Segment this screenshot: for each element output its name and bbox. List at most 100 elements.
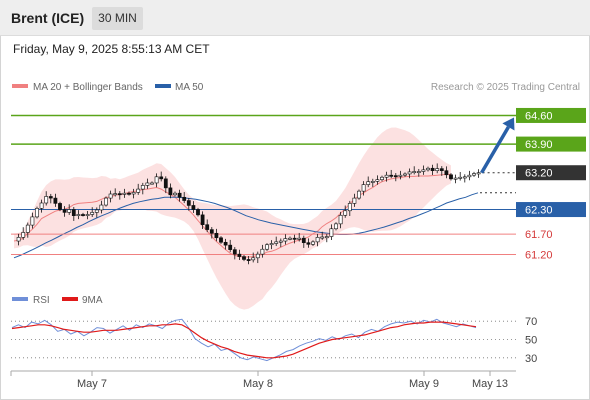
candle-body	[173, 192, 177, 196]
candle-body	[324, 236, 329, 239]
rsi-tick-label: 70	[525, 316, 537, 328]
candle-body	[370, 181, 375, 183]
candle-body	[48, 196, 53, 199]
candle-body	[449, 174, 453, 180]
rsi-legend-label: RSI	[33, 295, 50, 306]
level-label-resistance: 63.90	[525, 139, 553, 151]
candle-body	[182, 196, 187, 201]
candle-body	[329, 228, 334, 237]
candle-body	[159, 176, 164, 180]
candle-body	[94, 209, 99, 213]
candle-body	[265, 244, 269, 250]
candle-body	[334, 223, 338, 230]
legend: MA 20 + Bollinger Bands MA 50 Research ©…	[12, 82, 580, 93]
candle-body	[338, 214, 343, 225]
candle-body	[278, 240, 283, 243]
candle-body	[168, 187, 173, 196]
candle-body	[444, 170, 449, 176]
candle-body	[283, 238, 288, 242]
candle-body	[99, 204, 104, 211]
ma9-line	[11, 321, 477, 359]
candle-body	[150, 182, 154, 185]
level-labels: 64.60 63.90 63.20 62.30 61.70 61.20	[516, 107, 586, 262]
level-label-resistance: 64.60	[525, 110, 553, 122]
candle-body	[462, 176, 467, 179]
candle-body	[21, 232, 26, 238]
candle-body	[58, 203, 62, 210]
candle-body	[297, 237, 302, 240]
bollinger-bands	[14, 127, 451, 310]
rsi-panel: 70 50 30	[11, 316, 537, 365]
candle-body	[246, 259, 251, 261]
rsi-legend: RSI 9MA	[12, 295, 103, 306]
level-label-pivot: 62.30	[525, 205, 553, 217]
candle-body	[108, 193, 113, 199]
bollinger-band-area	[14, 127, 451, 310]
candle-body	[389, 174, 394, 177]
candle-body	[375, 179, 380, 182]
x-tick-label: May 9	[409, 378, 439, 390]
candle-body	[85, 214, 90, 216]
candle-body	[412, 171, 417, 174]
candle-body	[255, 253, 260, 259]
candle-body	[44, 196, 49, 204]
candle-body	[384, 174, 389, 178]
timestamp: Friday, May 9, 2025 8:55:13 AM CET	[13, 42, 210, 56]
candle-body	[407, 171, 412, 175]
candle-body	[237, 253, 242, 257]
x-tick-label: May 7	[77, 378, 107, 390]
candle-body	[416, 171, 421, 174]
candle-body	[113, 193, 118, 196]
candle-body	[320, 236, 325, 239]
candle-body	[71, 209, 76, 216]
candle-body	[223, 241, 228, 246]
ma50-line	[13, 192, 479, 259]
candle-body	[430, 167, 435, 171]
instrument-title: Brent (ICE)	[11, 10, 85, 26]
candle-body	[177, 192, 182, 198]
candle-body	[288, 237, 292, 240]
ma50-legend-label: MA 50	[175, 82, 204, 93]
chart-header: Brent (ICE) 30 MIN	[0, 0, 590, 36]
candle-body	[62, 209, 67, 213]
candle-body	[67, 209, 72, 213]
candle-body	[200, 214, 205, 225]
candle-body	[315, 237, 320, 243]
candle-body	[209, 229, 214, 234]
ma20-legend-label: MA 20 + Bollinger Bands	[33, 82, 143, 93]
candle-body	[398, 174, 403, 177]
rsi-legend-swatch	[12, 297, 28, 301]
candle-body	[476, 172, 481, 175]
candle-body	[228, 244, 233, 250]
candle-body	[453, 177, 458, 180]
candle-body	[242, 256, 246, 260]
candle-body	[232, 249, 237, 255]
candle-body	[472, 173, 476, 176]
candle-body	[196, 209, 200, 216]
candle-body	[421, 169, 426, 172]
ma20-legend-swatch	[12, 84, 28, 88]
candle-body	[403, 173, 407, 176]
candle-body	[30, 216, 35, 226]
rsi-tick-label: 30	[525, 353, 537, 365]
x-tick-label: May 8	[243, 378, 273, 390]
candle-body	[117, 193, 122, 196]
timeframe-badge[interactable]: 30 MIN	[92, 7, 143, 30]
candle-body	[76, 214, 81, 216]
candle-body	[81, 214, 85, 216]
candle-body	[186, 200, 191, 206]
candle-body	[127, 192, 131, 195]
candle-body	[357, 190, 361, 199]
candle-body	[219, 237, 223, 243]
level-label-support: 61.70	[525, 229, 553, 241]
level-label-box	[516, 136, 586, 152]
candle-body	[25, 224, 30, 233]
candle-body	[311, 241, 315, 245]
candle-body	[154, 176, 159, 184]
price-levels	[11, 114, 516, 256]
ma9-legend-label: 9MA	[82, 295, 103, 306]
candle-body	[90, 212, 95, 215]
forecast-arrow	[480, 117, 515, 174]
candle-body	[191, 205, 196, 210]
